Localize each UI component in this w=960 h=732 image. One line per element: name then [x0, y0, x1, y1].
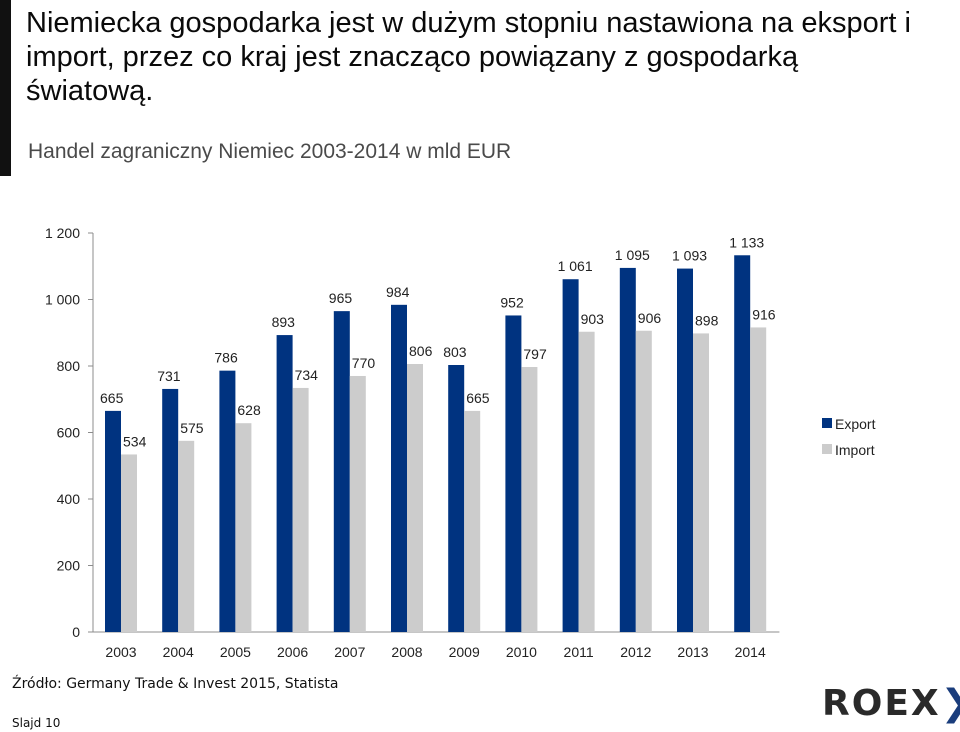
- data-label-export: 731: [157, 368, 181, 384]
- data-label-import: 665: [466, 390, 490, 406]
- legend-label-export: Export: [835, 416, 876, 432]
- logo-text: ROEX: [822, 683, 941, 724]
- x-tick-label: 2008: [391, 644, 422, 660]
- bar-export: [562, 279, 579, 632]
- data-label-import: 575: [180, 420, 204, 436]
- data-label-export: 786: [214, 350, 238, 366]
- data-label-export: 803: [443, 344, 467, 360]
- bar-import: [235, 423, 252, 632]
- bar-export: [391, 304, 407, 632]
- legend-swatch-import: [822, 444, 832, 454]
- x-tick-label: 2009: [449, 644, 480, 660]
- y-tick-label: 0: [72, 624, 80, 640]
- data-label-export: 893: [272, 314, 296, 330]
- data-label-import: 903: [581, 311, 605, 327]
- data-label-import: 734: [295, 367, 319, 383]
- y-tick-label: 600: [57, 425, 81, 441]
- x-tick-label: 2005: [220, 644, 251, 660]
- x-tick-label: 2011: [564, 644, 594, 660]
- bar-export: [162, 388, 179, 632]
- title-accent-bar: [0, 0, 11, 176]
- data-label-export: 952: [500, 294, 524, 310]
- x-tick-label: 2007: [334, 644, 365, 660]
- legend-label-import: Import: [835, 442, 875, 458]
- x-tick-label: 2010: [506, 644, 537, 660]
- data-label-import: 898: [695, 312, 719, 328]
- data-label-export: 1 093: [672, 248, 707, 264]
- x-tick-label: 2014: [735, 644, 766, 660]
- data-label-export: 984: [386, 284, 410, 300]
- y-tick-label: 400: [57, 491, 81, 507]
- data-label-import: 628: [237, 402, 261, 418]
- chart-title: Handel zagraniczny Niemiec 2003-2014 w m…: [28, 140, 512, 163]
- y-tick-label: 1 000: [45, 292, 80, 308]
- data-label-import: 806: [409, 343, 433, 359]
- y-tick-label: 1 200: [45, 225, 80, 241]
- x-tick-label: 2012: [620, 644, 651, 660]
- bar-import: [750, 327, 767, 632]
- bar-export: [505, 315, 522, 632]
- bar-import: [121, 454, 137, 632]
- x-tick-label: 2006: [277, 644, 308, 660]
- bar-chart: 0 200 400 600 800 1 000 1 200 665 534 2003 731 575 2…: [45, 225, 876, 660]
- data-label-import: 770: [352, 355, 376, 371]
- x-tick-label: 2013: [677, 644, 708, 660]
- data-label-export: 1 061: [558, 258, 593, 274]
- legend-swatch-export: [822, 418, 832, 428]
- data-label-export: 665: [100, 390, 124, 406]
- bar-export: [677, 268, 693, 632]
- bar-export: [276, 335, 293, 632]
- y-tick-label: 800: [57, 358, 81, 374]
- bar-export: [219, 370, 236, 632]
- bar-import: [578, 331, 595, 632]
- bar-export: [448, 365, 465, 632]
- data-label-export: 1 133: [729, 234, 764, 250]
- data-label-export: 965: [329, 290, 353, 306]
- bar-import: [635, 330, 652, 632]
- roex-logo: ROEX❯❯: [822, 684, 960, 724]
- x-tick-label: 2004: [163, 644, 194, 660]
- logo-arrows-icon: ❯❯: [941, 683, 960, 724]
- bar-import: [407, 364, 423, 632]
- bar-import: [292, 387, 309, 632]
- bar-import: [464, 410, 481, 632]
- data-label-export: 1 095: [615, 247, 650, 263]
- bar-export: [333, 311, 350, 632]
- bar-export: [734, 255, 751, 632]
- y-tick-label: 200: [57, 558, 81, 574]
- bar-import: [521, 366, 538, 632]
- data-label-import: 916: [752, 306, 776, 322]
- source-note: Źródło: Germany Trade & Invest 2015, Sta…: [12, 676, 339, 692]
- data-label-import: 906: [638, 310, 662, 326]
- bar-import: [178, 440, 195, 632]
- slide-title: Niemiecka gospodarka jest w dużym stopni…: [26, 7, 911, 107]
- bar-export: [619, 267, 636, 632]
- data-label-import: 534: [123, 433, 147, 449]
- data-label-import: 797: [523, 346, 547, 362]
- bar-export: [105, 410, 121, 632]
- bar-import: [693, 333, 709, 632]
- slide-number: Slajd 10: [12, 716, 61, 730]
- bar-import: [349, 375, 366, 632]
- x-tick-label: 2003: [105, 644, 136, 660]
